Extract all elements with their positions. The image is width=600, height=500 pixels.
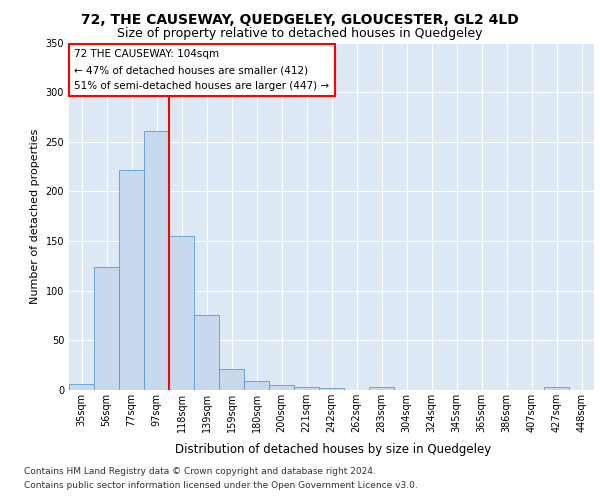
Bar — [219, 369, 244, 390]
Bar — [69, 384, 94, 390]
Text: 72 THE CAUSEWAY: 104sqm
← 47% of detached houses are smaller (412)
51% of semi-d: 72 THE CAUSEWAY: 104sqm ← 47% of detache… — [74, 50, 329, 90]
Bar — [119, 170, 144, 390]
Bar — [244, 381, 269, 390]
Y-axis label: Number of detached properties: Number of detached properties — [30, 128, 40, 304]
Text: 72, THE CAUSEWAY, QUEDGELEY, GLOUCESTER, GL2 4LD: 72, THE CAUSEWAY, QUEDGELEY, GLOUCESTER,… — [81, 12, 519, 26]
Bar — [194, 314, 219, 390]
Bar — [319, 388, 344, 390]
Text: Contains HM Land Registry data © Crown copyright and database right 2024.: Contains HM Land Registry data © Crown c… — [24, 468, 376, 476]
Text: Size of property relative to detached houses in Quedgeley: Size of property relative to detached ho… — [117, 28, 483, 40]
Text: Contains public sector information licensed under the Open Government Licence v3: Contains public sector information licen… — [24, 481, 418, 490]
Text: Distribution of detached houses by size in Quedgeley: Distribution of detached houses by size … — [175, 442, 491, 456]
Bar — [294, 387, 319, 390]
Bar — [544, 387, 569, 390]
Bar — [169, 236, 194, 390]
Bar — [369, 387, 394, 390]
Bar — [94, 267, 119, 390]
Bar — [269, 385, 294, 390]
Bar — [144, 131, 169, 390]
